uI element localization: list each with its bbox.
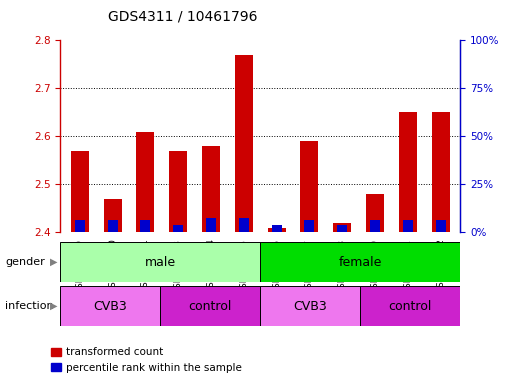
Text: ▶: ▶	[50, 301, 57, 311]
Bar	[108, 220, 118, 232]
Text: control: control	[188, 300, 232, 313]
Bar	[333, 223, 351, 232]
Text: female: female	[338, 256, 382, 268]
Legend: transformed count, percentile rank within the sample: transformed count, percentile rank withi…	[47, 343, 246, 377]
Bar	[403, 220, 413, 232]
Bar	[436, 220, 446, 232]
Text: infection: infection	[5, 301, 54, 311]
Text: CVB3: CVB3	[93, 300, 127, 313]
Bar	[300, 141, 319, 232]
Bar	[268, 227, 286, 232]
Bar	[235, 55, 253, 232]
Bar	[104, 199, 122, 232]
Bar	[366, 194, 384, 232]
Bar	[173, 225, 183, 232]
Text: CVB3: CVB3	[293, 300, 327, 313]
Bar	[206, 218, 216, 232]
Bar	[141, 220, 151, 232]
Bar	[304, 220, 314, 232]
Bar	[337, 225, 347, 232]
Bar	[360, 286, 460, 326]
Bar	[260, 242, 460, 282]
Bar	[160, 286, 260, 326]
Bar	[60, 242, 260, 282]
Bar	[202, 146, 220, 232]
Text: GDS4311 / 10461796: GDS4311 / 10461796	[108, 10, 258, 23]
Bar	[239, 218, 249, 232]
Bar	[71, 151, 89, 232]
Bar	[60, 286, 160, 326]
Text: gender: gender	[5, 257, 45, 267]
Bar	[431, 112, 450, 232]
Bar	[399, 112, 417, 232]
Bar	[271, 225, 281, 232]
Text: control: control	[389, 300, 432, 313]
Text: male: male	[144, 256, 176, 268]
Bar	[75, 220, 85, 232]
Text: ▶: ▶	[50, 257, 57, 267]
Bar	[260, 286, 360, 326]
Bar	[137, 131, 154, 232]
Bar	[169, 151, 187, 232]
Bar	[370, 220, 380, 232]
